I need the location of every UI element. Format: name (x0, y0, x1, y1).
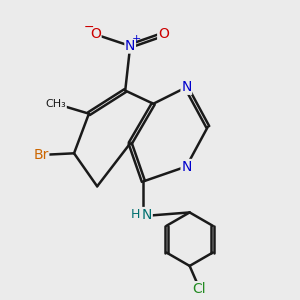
Text: −: − (84, 21, 94, 34)
Text: N: N (181, 160, 191, 173)
Text: +: + (132, 34, 141, 44)
Text: Cl: Cl (193, 282, 206, 296)
Text: O: O (158, 27, 169, 41)
Text: N: N (142, 208, 152, 222)
Text: N: N (181, 80, 191, 94)
Text: Br: Br (33, 148, 49, 162)
Text: N: N (125, 39, 135, 53)
Text: O: O (90, 27, 101, 41)
Text: H: H (130, 208, 140, 221)
Text: CH₃: CH₃ (46, 99, 66, 109)
